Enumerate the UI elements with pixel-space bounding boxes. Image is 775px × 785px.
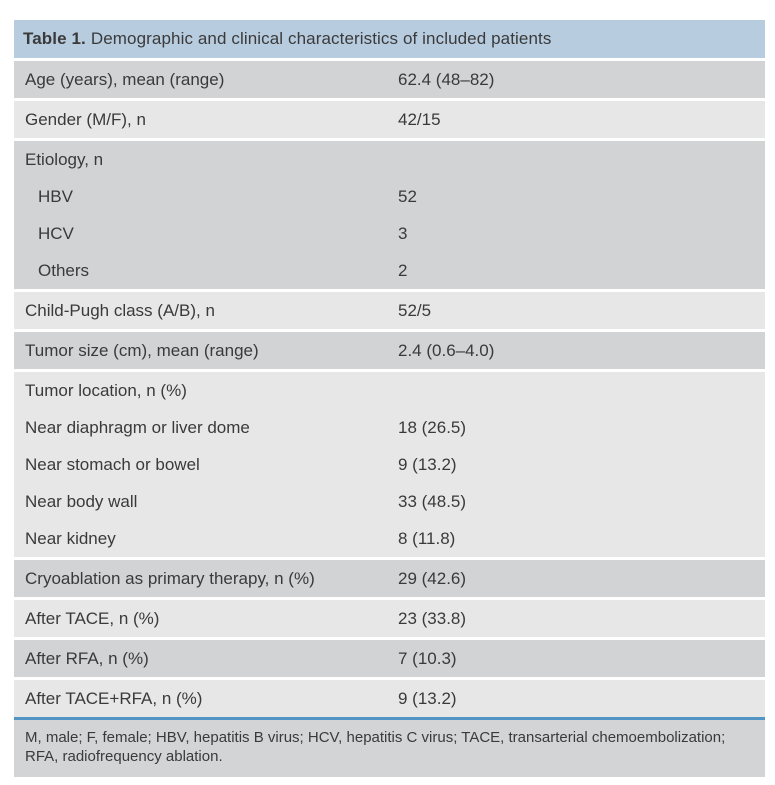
table-row: Cryoablation as primary therapy, n (%) 29…	[14, 560, 765, 597]
row-label: Tumor size (cm), mean (range)	[25, 340, 259, 360]
row-value: 42/15	[398, 109, 441, 129]
row-value: 8 (11.8)	[398, 528, 456, 548]
row-label: Near body wall	[25, 491, 138, 511]
row-label: Cryoablation as primary therapy, n (%)	[25, 568, 315, 588]
table-line: Cryoablation as primary therapy, n (%) 29…	[14, 560, 765, 597]
table-line: After TACE, n (%) 23 (33.8)	[14, 600, 765, 637]
table-line: After TACE+RFA, n (%) 9 (13.2)	[14, 680, 765, 717]
table-row: After TACE+RFA, n (%) 9 (13.2)	[14, 680, 765, 717]
table-row: Tumor size (cm), mean (range) 2.4 (0.6–4.…	[14, 332, 765, 369]
row-label: Near diaphragm or liver dome	[25, 417, 250, 437]
table-row: Gender (M/F), n 42/15	[14, 101, 765, 138]
table-line: Near body wall 33 (48.5)	[14, 483, 765, 520]
table-line: Tumor location, n (%)	[14, 372, 765, 409]
row-label: Others	[38, 260, 90, 280]
demographics-table: Table 1. Demographic and clinical charac…	[14, 20, 765, 777]
row-label: HCV	[38, 223, 74, 243]
row-value: 23 (33.8)	[398, 608, 467, 628]
row-value: 29 (42.6)	[398, 568, 467, 588]
row-label: Near kidney	[25, 528, 116, 548]
table-footnote: M, male; F, female; HBV, hepatitis B vir…	[14, 717, 765, 777]
table-title-bar: Table 1. Demographic and clinical charac…	[14, 20, 765, 58]
row-label: Tumor location, n (%)	[25, 380, 187, 400]
row-value: 33 (48.5)	[398, 491, 467, 511]
table-line: Tumor size (cm), mean (range) 2.4 (0.6–4.…	[14, 332, 765, 369]
row-label: Child-Pugh class (A/B), n	[25, 300, 215, 320]
table-line: Near diaphragm or liver dome 18 (26.5)	[14, 409, 765, 446]
row-value: 9 (13.2)	[398, 454, 457, 474]
row-label: Age (years), mean (range)	[25, 69, 225, 89]
table-number-label: Table 1.	[23, 29, 86, 48]
table-row: Tumor location, n (%) Near diaphragm or l…	[14, 372, 765, 557]
row-label: HBV	[38, 186, 73, 206]
row-value: 7 (10.3)	[398, 648, 457, 668]
row-value: 52/5	[398, 300, 432, 320]
table-line: Etiology, n	[14, 141, 765, 178]
table-row: Age (years), mean (range) 62.4 (48–82)	[14, 61, 765, 98]
row-value: 2	[398, 260, 408, 280]
row-label: Gender (M/F), n	[25, 109, 146, 129]
row-value: 62.4 (48–82)	[398, 69, 495, 89]
row-value: 18 (26.5)	[398, 417, 467, 437]
table-body: Age (years), mean (range) 62.4 (48–82) Gen…	[14, 61, 765, 717]
table-line: After RFA, n (%) 7 (10.3)	[14, 640, 765, 677]
row-value: 9 (13.2)	[398, 688, 457, 708]
row-label: After RFA, n (%)	[25, 648, 149, 668]
table-line: HCV 3	[14, 215, 765, 252]
row-value: 3	[398, 223, 408, 243]
table-line: Near kidney 8 (11.8)	[14, 520, 765, 557]
row-value: 2.4 (0.6–4.0)	[398, 340, 495, 360]
table-title-text: Demographic and clinical characteristics…	[90, 29, 552, 48]
table-row: After RFA, n (%) 7 (10.3)	[14, 640, 765, 677]
row-label: After TACE+RFA, n (%)	[25, 688, 203, 708]
row-label: Etiology, n	[25, 149, 104, 169]
table-line: Child-Pugh class (A/B), n 52/5	[14, 292, 765, 329]
table-row: Etiology, n HBV 52 HCV 3 Others 2	[14, 141, 765, 289]
table-row: After TACE, n (%) 23 (33.8)	[14, 600, 765, 637]
table-row: Child-Pugh class (A/B), n 52/5	[14, 292, 765, 329]
table-line: Gender (M/F), n 42/15	[14, 101, 765, 138]
table-line: HBV 52	[14, 178, 765, 215]
row-label: Near stomach or bowel	[25, 454, 200, 474]
table-line: Age (years), mean (range) 62.4 (48–82)	[14, 61, 765, 98]
table-line: Near stomach or bowel 9 (13.2)	[14, 446, 765, 483]
table-line: Others 2	[14, 252, 765, 289]
row-label: After TACE, n (%)	[25, 608, 160, 628]
row-value: 52	[398, 186, 417, 206]
